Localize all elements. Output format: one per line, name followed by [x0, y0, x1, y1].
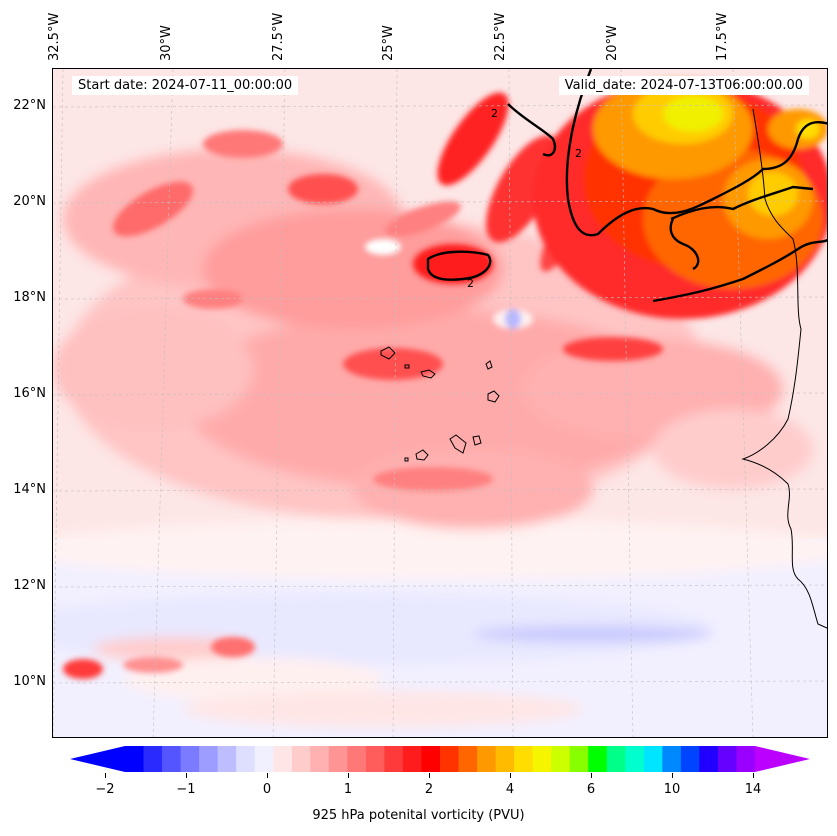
pv-field: 2 2 2 [53, 69, 827, 737]
colorbar-cell [421, 746, 441, 772]
longitude-label: 25°W [381, 25, 396, 61]
colorbar-cell [180, 746, 200, 772]
latitude-label: 20°N [13, 194, 46, 209]
colorbar-tick-label: 6 [586, 782, 596, 797]
colorbar-cell [236, 746, 256, 772]
longitude-label: 17.5°W [715, 12, 730, 61]
valid-date-banner: Valid_date: 2024-07-13T06:00:00.00 [558, 76, 809, 95]
colorbar [70, 746, 810, 772]
colorbar-cell [162, 746, 182, 772]
colorbar-cell [625, 746, 645, 772]
contour-island [426, 250, 492, 281]
colorbar-tick-label: 2 [424, 782, 434, 797]
colorbar-cell [199, 746, 219, 772]
colorbar-cell [217, 746, 237, 772]
island [380, 346, 396, 360]
latitude-label: 16°N [13, 386, 46, 401]
colorbar-cell [551, 746, 571, 772]
island [404, 364, 410, 369]
contour-label: 2 [467, 277, 474, 290]
island [472, 435, 482, 446]
contour-south [652, 238, 827, 303]
colorbar-cell [143, 746, 163, 772]
colorbar-cell [514, 746, 534, 772]
latitude-label: 18°N [13, 290, 46, 305]
island [404, 457, 409, 462]
colorbar-cell [402, 746, 422, 772]
colorbar-label: 925 hPa potenital vorticity (PVU) [312, 808, 525, 823]
colorbar-tick-label: 14 [744, 782, 762, 797]
colorbar-tick-mark [429, 773, 430, 778]
contour-label: 2 [575, 147, 582, 160]
longitude-label: 20°W [605, 25, 620, 61]
colorbar-cell [588, 746, 608, 772]
map-panel: 2 2 2 [52, 68, 828, 738]
colorbar-cell [254, 746, 274, 772]
colorbar-tick-label: −2 [95, 782, 115, 797]
colorbar-cell [643, 746, 663, 772]
colorbar-tick-label: 1 [343, 782, 353, 797]
colorbar-cell [736, 746, 756, 772]
colorbar-cell [569, 746, 589, 772]
colorbar-cell [477, 746, 497, 772]
colorbar-tick-mark [591, 773, 592, 778]
island [485, 360, 493, 370]
colorbar-cell [699, 746, 719, 772]
latitude-label: 12°N [13, 578, 46, 593]
colorbar-tick-mark [672, 773, 673, 778]
pv-2-contours [426, 69, 827, 303]
island [415, 449, 429, 461]
colorbar-tick-mark [348, 773, 349, 778]
colorbar-cell [291, 746, 311, 772]
colorbar-cell [495, 746, 515, 772]
colorbar-tick-mark [267, 773, 268, 778]
colorbar-cell [273, 746, 293, 772]
colorbar-over-arrow [755, 746, 810, 772]
colorbar-cell [680, 746, 700, 772]
latitude-label: 10°N [13, 674, 46, 689]
colorbar-tick-mark [105, 773, 106, 778]
contour-north [565, 69, 827, 237]
colorbar-cell [365, 746, 385, 772]
colorbar-under-arrow [70, 746, 125, 772]
island [449, 434, 467, 454]
colorbar-cell [310, 746, 330, 772]
africa-coast [741, 108, 827, 629]
longitude-label: 27.5°W [271, 12, 286, 61]
colorbar-tick-label: 4 [505, 782, 515, 797]
colorbar-cell [606, 746, 626, 772]
coastline [380, 108, 827, 629]
colorbar-cell [440, 746, 460, 772]
colorbar-tick-mark [753, 773, 754, 778]
graticule [53, 69, 827, 737]
latitude-label: 14°N [13, 482, 46, 497]
contour-streak [507, 103, 557, 157]
latitude-label: 22°N [13, 98, 46, 113]
contour-mid [669, 185, 814, 271]
colorbar-cell [662, 746, 682, 772]
contour-label: 2 [491, 107, 498, 120]
colorbar-tick-label: 0 [262, 782, 272, 797]
colorbar-cell [532, 746, 552, 772]
longitude-label: 32.5°W [47, 12, 62, 61]
colorbar-tick-label: −1 [176, 782, 196, 797]
island [420, 369, 436, 379]
start-date-banner: Start date: 2024-07-11_00:00:00 [72, 76, 299, 95]
colorbar-tick-label: 10 [663, 782, 681, 797]
island [487, 390, 500, 403]
longitude-label: 22.5°W [493, 12, 508, 61]
longitude-label: 30°W [159, 25, 174, 61]
colorbar-cell [328, 746, 348, 772]
colorbar-cell [125, 746, 145, 772]
colorbar-cell [717, 746, 737, 772]
colorbar-tick-mark [510, 773, 511, 778]
colorbar-cell [347, 746, 367, 772]
colorbar-tick-mark [186, 773, 187, 778]
colorbar-cell [384, 746, 404, 772]
colorbar-cell [458, 746, 478, 772]
